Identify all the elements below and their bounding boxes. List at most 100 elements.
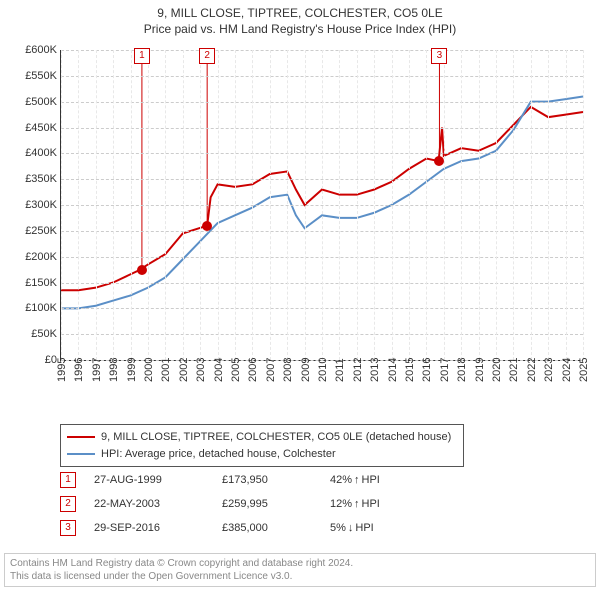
gridline-v bbox=[409, 50, 410, 360]
gridline-v bbox=[392, 50, 393, 360]
x-axis-label: 2001 bbox=[160, 358, 172, 382]
gridline-v bbox=[531, 50, 532, 360]
event-delta-value: 12% bbox=[330, 498, 352, 510]
gridline-v bbox=[444, 50, 445, 360]
plot-area: £0£50K£100K£150K£200K£250K£300K£350K£400… bbox=[60, 50, 583, 361]
marker-dot bbox=[434, 156, 444, 166]
gridline-v bbox=[113, 50, 114, 360]
y-axis-label: £100K bbox=[25, 302, 57, 314]
marker-badge: 1 bbox=[134, 48, 150, 64]
gridline-v bbox=[61, 50, 62, 360]
gridline-v bbox=[252, 50, 253, 360]
footer-line2: This data is licensed under the Open Gov… bbox=[10, 570, 590, 583]
legend-row: 9, MILL CLOSE, TIPTREE, COLCHESTER, CO5 … bbox=[67, 429, 457, 446]
event-date: 29-SEP-2016 bbox=[94, 522, 204, 534]
gridline-v bbox=[479, 50, 480, 360]
x-axis-label: 2003 bbox=[195, 358, 207, 382]
marker-dot bbox=[137, 265, 147, 275]
y-axis-label: £50K bbox=[31, 328, 57, 340]
arrow-down-icon: ↓ bbox=[348, 522, 354, 534]
gridline-v bbox=[78, 50, 79, 360]
arrow-up-icon: ↑ bbox=[354, 498, 360, 510]
event-delta-label: HPI bbox=[355, 522, 373, 534]
gridline-v bbox=[131, 50, 132, 360]
x-axis-label: 2010 bbox=[317, 358, 329, 382]
event-date: 22-MAY-2003 bbox=[94, 498, 204, 510]
x-axis-label: 2024 bbox=[561, 358, 573, 382]
x-axis-label: 2017 bbox=[439, 358, 451, 382]
y-axis-label: £450K bbox=[25, 122, 57, 134]
marker-badge: 3 bbox=[431, 48, 447, 64]
gridline-v bbox=[461, 50, 462, 360]
title-line1: 9, MILL CLOSE, TIPTREE, COLCHESTER, CO5 … bbox=[0, 6, 600, 22]
x-axis-label: 1997 bbox=[91, 358, 103, 382]
y-axis-label: £150K bbox=[25, 277, 57, 289]
x-axis-label: 2014 bbox=[387, 358, 399, 382]
x-axis-label: 2018 bbox=[456, 358, 468, 382]
event-badge: 2 bbox=[60, 496, 76, 512]
y-axis-label: £250K bbox=[25, 225, 57, 237]
event-row: 3 29-SEP-2016 £385,000 5%↓HPI bbox=[60, 516, 540, 540]
events-table: 1 27-AUG-1999 £173,950 42%↑HPI 2 22-MAY-2003 £… bbox=[60, 468, 540, 540]
marker-badge: 2 bbox=[199, 48, 215, 64]
y-axis-label: £300K bbox=[25, 199, 57, 211]
footer-attribution: Contains HM Land Registry data © Crown c… bbox=[4, 553, 596, 587]
event-delta-value: 5% bbox=[330, 522, 346, 534]
gridline-v bbox=[496, 50, 497, 360]
x-axis-label: 2009 bbox=[300, 358, 312, 382]
legend-label: 9, MILL CLOSE, TIPTREE, COLCHESTER, CO5 … bbox=[101, 429, 451, 446]
chart-container: £0£50K£100K£150K£200K£250K£300K£350K£400… bbox=[0, 42, 600, 412]
gridline-v bbox=[583, 50, 584, 360]
x-axis-label: 2013 bbox=[369, 358, 381, 382]
title-line2: Price paid vs. HM Land Registry's House … bbox=[0, 22, 600, 38]
gridline-v bbox=[183, 50, 184, 360]
event-badge: 3 bbox=[60, 520, 76, 536]
event-row: 222-MAY-2003£259,99512%↑HPI bbox=[60, 492, 540, 516]
event-date: 27-AUG-1999 bbox=[94, 474, 204, 486]
y-axis-label: £550K bbox=[25, 70, 57, 82]
gridline-v bbox=[322, 50, 323, 360]
x-axis-label: 2002 bbox=[178, 358, 190, 382]
gridline-v bbox=[426, 50, 427, 360]
event-price: £385,000 bbox=[222, 522, 312, 534]
x-axis-label: 2023 bbox=[543, 358, 555, 382]
gridline-v bbox=[218, 50, 219, 360]
x-axis-label: 2008 bbox=[282, 358, 294, 382]
legend-row: HPI: Average price, detached house, Colc… bbox=[67, 446, 457, 463]
event-delta: 42%↑HPI bbox=[330, 474, 420, 486]
gridline-v bbox=[96, 50, 97, 360]
x-axis-label: 2004 bbox=[213, 358, 225, 382]
x-axis-label: 2000 bbox=[143, 358, 155, 382]
x-axis-label: 2025 bbox=[578, 358, 590, 382]
x-axis-label: 1995 bbox=[56, 358, 68, 382]
gridline-v bbox=[270, 50, 271, 360]
x-axis-label: 2005 bbox=[230, 358, 242, 382]
gridline-v bbox=[513, 50, 514, 360]
event-row: 1 27-AUG-1999 £173,950 42%↑HPI bbox=[60, 468, 540, 492]
gridline-v bbox=[305, 50, 306, 360]
y-axis-label: £500K bbox=[25, 96, 57, 108]
x-axis-label: 2007 bbox=[265, 358, 277, 382]
gridline-v bbox=[566, 50, 567, 360]
gridline-v bbox=[357, 50, 358, 360]
chart-title: 9, MILL CLOSE, TIPTREE, COLCHESTER, CO5 … bbox=[0, 0, 600, 37]
event-price: £173,950 bbox=[222, 474, 312, 486]
x-axis-label: 1998 bbox=[108, 358, 120, 382]
gridline-v bbox=[235, 50, 236, 360]
x-axis-label: 2012 bbox=[352, 358, 364, 382]
gridline-v bbox=[148, 50, 149, 360]
legend-label: HPI: Average price, detached house, Colc… bbox=[101, 446, 336, 463]
gridline-v bbox=[374, 50, 375, 360]
legend-swatch bbox=[67, 453, 95, 455]
legend-swatch bbox=[67, 436, 95, 438]
event-delta: 5%↓HPI bbox=[330, 522, 420, 534]
event-badge: 1 bbox=[60, 472, 76, 488]
marker-dot bbox=[202, 221, 212, 231]
arrow-up-icon: ↑ bbox=[354, 474, 360, 486]
y-axis-label: £400K bbox=[25, 147, 57, 159]
gridline-v bbox=[200, 50, 201, 360]
gridline-v bbox=[339, 50, 340, 360]
x-axis-label: 2022 bbox=[526, 358, 538, 382]
x-axis-label: 1996 bbox=[73, 358, 85, 382]
x-axis-label: 2016 bbox=[421, 358, 433, 382]
